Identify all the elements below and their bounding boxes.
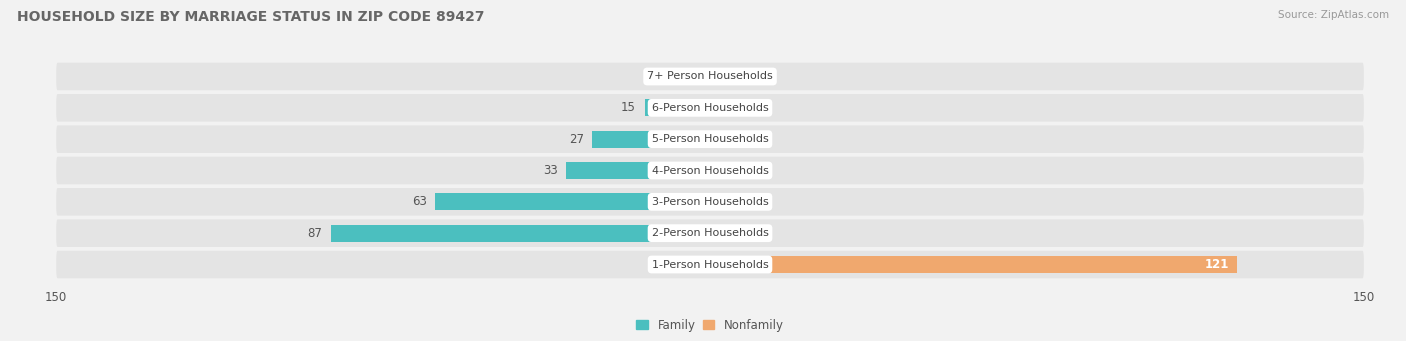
- FancyBboxPatch shape: [56, 125, 1364, 153]
- Text: 33: 33: [543, 164, 558, 177]
- FancyBboxPatch shape: [56, 219, 1364, 247]
- Text: 7+ Person Households: 7+ Person Households: [647, 72, 773, 81]
- Text: 0: 0: [718, 133, 725, 146]
- Text: 15: 15: [621, 101, 636, 114]
- Text: 1-Person Households: 1-Person Households: [651, 260, 769, 269]
- Bar: [644, 99, 710, 116]
- Bar: [330, 225, 710, 242]
- Text: 4-Person Households: 4-Person Households: [651, 165, 769, 176]
- Text: 0: 0: [695, 258, 702, 271]
- Text: 27: 27: [568, 133, 583, 146]
- Text: 5-Person Households: 5-Person Households: [651, 134, 769, 144]
- FancyBboxPatch shape: [56, 157, 1364, 184]
- FancyBboxPatch shape: [56, 251, 1364, 278]
- FancyBboxPatch shape: [56, 188, 1364, 216]
- Text: 7: 7: [664, 70, 671, 83]
- Bar: [710, 256, 1237, 273]
- FancyBboxPatch shape: [56, 94, 1364, 122]
- Bar: [710, 193, 731, 210]
- Text: 2-Person Households: 2-Person Households: [651, 228, 769, 238]
- Text: 0: 0: [718, 101, 725, 114]
- Text: 7: 7: [749, 227, 756, 240]
- Bar: [679, 68, 710, 85]
- Text: HOUSEHOLD SIZE BY MARRIAGE STATUS IN ZIP CODE 89427: HOUSEHOLD SIZE BY MARRIAGE STATUS IN ZIP…: [17, 10, 485, 24]
- Text: 0: 0: [718, 164, 725, 177]
- Text: 87: 87: [308, 227, 322, 240]
- Text: 5: 5: [741, 195, 748, 208]
- FancyBboxPatch shape: [56, 63, 1364, 90]
- Bar: [592, 131, 710, 148]
- Bar: [710, 225, 741, 242]
- Text: Source: ZipAtlas.com: Source: ZipAtlas.com: [1278, 10, 1389, 20]
- Text: 63: 63: [412, 195, 427, 208]
- Legend: Family, Nonfamily: Family, Nonfamily: [637, 318, 783, 331]
- Bar: [567, 162, 710, 179]
- Text: 0: 0: [718, 70, 725, 83]
- Text: 121: 121: [1205, 258, 1229, 271]
- Text: 6-Person Households: 6-Person Households: [651, 103, 769, 113]
- Bar: [436, 193, 710, 210]
- Text: 3-Person Households: 3-Person Households: [651, 197, 769, 207]
